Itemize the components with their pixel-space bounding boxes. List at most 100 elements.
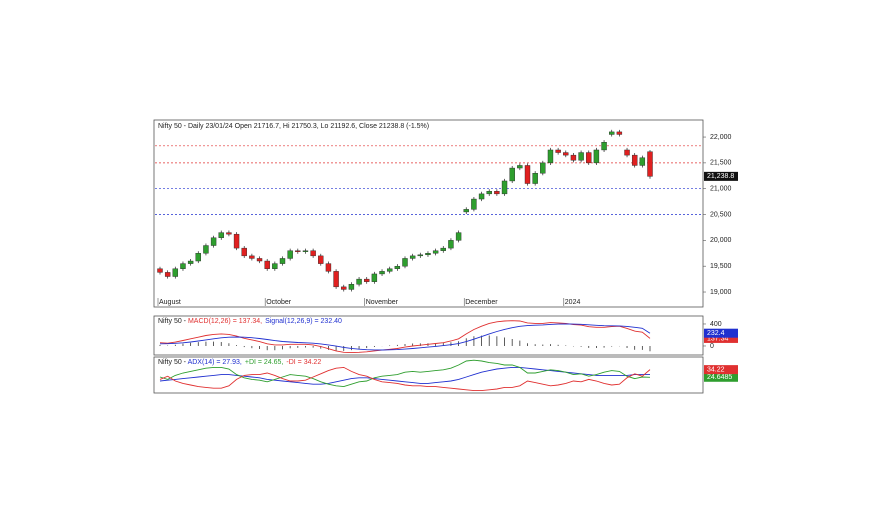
x-tick-label: 2024: [565, 299, 581, 306]
price-panel: [153, 119, 704, 308]
candle-body: [279, 258, 286, 264]
candle-body: [639, 157, 646, 166]
value-badge-label: 232.4: [707, 330, 725, 337]
candle-body: [210, 237, 217, 246]
candle-body: [425, 253, 431, 256]
candle-body: [501, 180, 508, 195]
candle-body: [371, 273, 378, 282]
candle-body: [448, 240, 454, 249]
candle-body: [233, 233, 240, 249]
candle-body: [157, 268, 163, 273]
candle-body: [563, 152, 569, 156]
value-badge-label: 137.34: [707, 335, 729, 342]
candle-body: [524, 165, 531, 184]
candle-body: [310, 250, 316, 257]
candle-body: [440, 247, 446, 251]
candle-body: [364, 278, 370, 282]
candle-body: [601, 142, 607, 151]
legend-entry: -DI = 34.22: [286, 359, 321, 366]
x-tick-label: October: [266, 299, 292, 306]
candle-body: [187, 260, 194, 264]
candle-body: [394, 265, 401, 269]
chart-title: Nifty 50 - Daily 23/01/24 Open 21716.7, …: [158, 123, 429, 130]
candle-body: [333, 271, 339, 288]
macd-panel: [153, 315, 704, 356]
candle-body: [578, 152, 584, 161]
panel-title-prefix: Nifty 50 -: [158, 318, 188, 325]
candle-body: [586, 152, 592, 164]
panel-title-prefix: Nifty 50 -: [158, 359, 188, 366]
adx-panel: [153, 356, 704, 394]
candle-body: [241, 247, 247, 257]
candle-body: [532, 173, 538, 184]
candle-body: [249, 255, 255, 259]
y-tick-label: 400: [710, 321, 722, 328]
candle-body: [379, 271, 385, 275]
candle-body: [455, 232, 462, 241]
indicator-line: [159, 366, 650, 385]
candle-body: [203, 245, 209, 254]
candle-body: [402, 258, 408, 267]
candle-body: [264, 260, 270, 269]
y-tick-label: 0: [710, 343, 714, 350]
y-tick-label: 19,500: [710, 263, 732, 270]
candle-body: [486, 191, 492, 195]
panel-title: Nifty 50 - ADX(14) = 27.93, +DI = 24.65, -…: [158, 359, 321, 366]
value-badge-label: 24.6485: [707, 374, 732, 381]
candle-body: [631, 154, 638, 166]
value-badge: [704, 372, 738, 382]
legend-entry: MACD(12,26) = 137.34,: [188, 318, 262, 325]
x-tick-label: November: [366, 299, 399, 306]
candle-body: [478, 193, 485, 200]
panel-title: Nifty 50 - MACD(12,26) = 137.34, Signal(1…: [158, 318, 342, 325]
candle-body: [555, 149, 561, 153]
candle-body: [302, 250, 309, 252]
candle-body: [409, 255, 416, 259]
candle-body: [256, 258, 263, 262]
x-tick-label: December: [465, 299, 498, 306]
value-badge: [704, 328, 738, 338]
candle-body: [547, 149, 554, 164]
value-badge: [704, 365, 738, 375]
candle-body: [164, 272, 171, 277]
candle-body: [647, 151, 653, 177]
candle-body: [509, 167, 515, 182]
candle-body: [432, 250, 439, 254]
candle-body: [195, 253, 201, 262]
x-tick-label: August: [159, 299, 181, 306]
candle-body: [218, 232, 224, 238]
candle-body: [226, 232, 232, 235]
candle-body: [386, 268, 393, 272]
candle-body: [287, 250, 293, 259]
y-tick-label: 20,000: [710, 237, 732, 244]
indicator-line: [159, 366, 651, 392]
y-tick-label: 19,000: [710, 289, 732, 296]
value-badge-label: 34.22: [707, 366, 725, 373]
value-badge: [704, 333, 738, 343]
candle-body: [325, 263, 332, 272]
candle-body: [272, 263, 278, 269]
candle-body: [172, 268, 179, 277]
candle-body: [295, 250, 301, 252]
y-tick-label: 21,000: [710, 186, 732, 193]
candle-body: [540, 162, 546, 174]
last-price-badge: [704, 171, 738, 181]
candle-body: [180, 263, 186, 269]
indicator-line: [159, 323, 651, 351]
candle-body: [471, 198, 477, 210]
candle-body: [609, 131, 615, 135]
candle-body: [341, 286, 347, 290]
legend-entry: ADX(14) = 27.93,: [188, 359, 242, 366]
candle-body: [616, 131, 623, 135]
legend-entry: +DI = 24.65,: [245, 359, 284, 366]
candle-body: [417, 254, 424, 257]
y-tick-label: 22,000: [710, 134, 732, 141]
candle-body: [517, 165, 523, 169]
candle-body: [463, 209, 469, 213]
candle-body: [356, 278, 362, 285]
candle-body: [494, 191, 500, 195]
candle-body: [348, 284, 355, 290]
candle-body: [624, 149, 630, 156]
